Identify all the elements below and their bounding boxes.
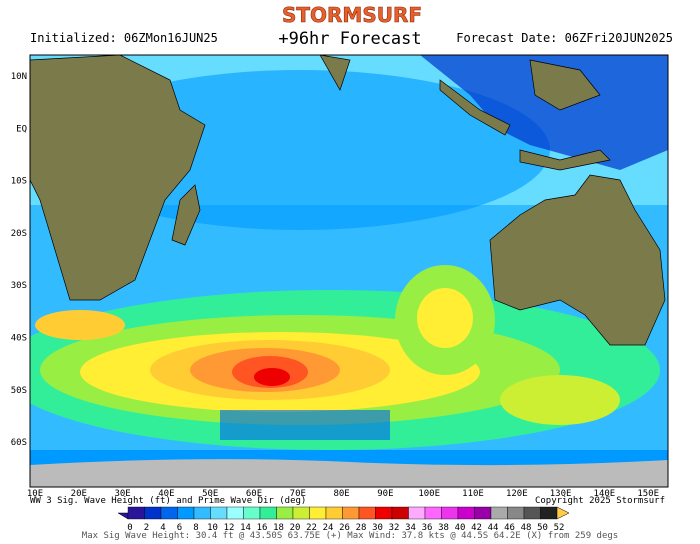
- scale-label: 26: [339, 523, 350, 533]
- scale-cell: [424, 506, 442, 520]
- lat-label: 10S: [11, 177, 27, 187]
- footer: Max Sig Wave Height: 30.4 ft @ 43.50S 63…: [82, 531, 618, 540]
- lon-label: 30E: [114, 489, 130, 499]
- lat-label: 60S: [11, 438, 27, 448]
- scale-cell: [540, 506, 558, 520]
- scale-label: 30: [372, 523, 383, 533]
- lon-label: 90E: [377, 489, 393, 499]
- lon-label: 100E: [418, 489, 440, 499]
- copyright: Copyright 2025 Stormsurf: [535, 496, 665, 506]
- map: [29, 54, 669, 488]
- scale-cell: [259, 506, 277, 520]
- lat-label: EQ: [16, 124, 27, 134]
- title: +96hr Forecast: [278, 29, 421, 49]
- scale-label: 52: [554, 523, 565, 533]
- scale-label: 20: [290, 523, 301, 533]
- brand: STORMSURF: [282, 3, 422, 27]
- scale-cell: [342, 506, 360, 520]
- scale-label: 42: [471, 523, 482, 533]
- lon-label: 120E: [506, 489, 528, 499]
- lon-label: 40E: [158, 489, 174, 499]
- lon-label: 130E: [550, 489, 572, 499]
- scale-label: 32: [389, 523, 400, 533]
- scale-cell: [177, 506, 195, 520]
- caption: WW 3 Sig. Wave Height (ft) and Prime Wav…: [30, 496, 306, 506]
- scale-cell: [358, 506, 376, 520]
- scale-cell: [408, 506, 426, 520]
- scale-label: 24: [323, 523, 334, 533]
- scale-label: 8: [193, 523, 198, 533]
- lat-label: 20S: [11, 229, 27, 239]
- scale-label: 44: [488, 523, 499, 533]
- scale-cell: [507, 506, 525, 520]
- lon-label: 150E: [637, 489, 659, 499]
- scale-cell: [292, 506, 310, 520]
- lon-label: 70E: [290, 489, 306, 499]
- lon-label: 50E: [202, 489, 218, 499]
- scale-label: 6: [177, 523, 182, 533]
- scale-label: 0: [127, 523, 132, 533]
- lat-label: 30S: [11, 281, 27, 291]
- scale-cell: [391, 506, 409, 520]
- lon-label: 20E: [71, 489, 87, 499]
- scale-label: 38: [438, 523, 449, 533]
- scale-label: 34: [405, 523, 416, 533]
- scale-cell: [325, 506, 343, 520]
- scale-cell: [523, 506, 541, 520]
- scale-cell: [375, 506, 393, 520]
- scale-cell: [490, 506, 508, 520]
- scale-label: 48: [521, 523, 532, 533]
- scale-arrow: [117, 512, 129, 520]
- scale-cell: [127, 506, 145, 520]
- lon-label: 80E: [333, 489, 349, 499]
- scale-cell: [441, 506, 459, 520]
- scale-cell: [243, 506, 261, 520]
- scale-cell: [276, 506, 294, 520]
- lon-label: 10E: [27, 489, 43, 499]
- scale-label: 46: [504, 523, 515, 533]
- scale-label: 2: [144, 523, 149, 533]
- scale-label: 50: [537, 523, 548, 533]
- scale-cell: [457, 506, 475, 520]
- scale-cell: [144, 506, 162, 520]
- scale-label: 18: [273, 523, 284, 533]
- scale-label: 16: [257, 523, 268, 533]
- scale-label: 10: [207, 523, 218, 533]
- scale-cell: [309, 506, 327, 520]
- scale-label: 22: [306, 523, 317, 533]
- scale-label: 14: [240, 523, 251, 533]
- lat-label: 40S: [11, 334, 27, 344]
- scale-cell: [210, 506, 228, 520]
- lat-label: 10N: [11, 72, 27, 82]
- forecast-date: Forecast Date: 06ZFri20JUN2025: [456, 31, 673, 45]
- scale-cell: [474, 506, 492, 520]
- scale-label: 40: [455, 523, 466, 533]
- scale-cell: [226, 506, 244, 520]
- initialized: Initialized: 06ZMon16JUN25: [30, 31, 218, 45]
- scale-label: 36: [422, 523, 433, 533]
- scale-label: 12: [224, 523, 235, 533]
- lon-label: 110E: [462, 489, 484, 499]
- scale-cell: [193, 506, 211, 520]
- scale-label: 28: [356, 523, 367, 533]
- scale-cell: [160, 506, 178, 520]
- scale-label: 4: [160, 523, 165, 533]
- lon-label: 60E: [246, 489, 262, 499]
- lat-label: 50S: [11, 386, 27, 396]
- scale-arrow: [556, 506, 570, 520]
- lon-label: 140E: [594, 489, 616, 499]
